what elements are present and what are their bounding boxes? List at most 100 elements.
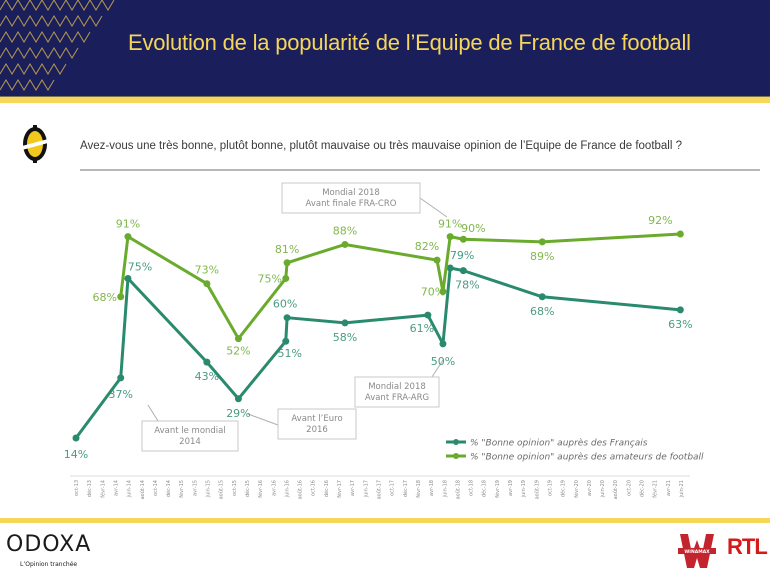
data-point	[341, 240, 349, 248]
x-tick-label: août-15	[218, 480, 225, 499]
header-banner: Evolution de la popularité de l’Equipe d…	[0, 0, 770, 96]
odoxa-logo: ODOXA	[6, 532, 92, 557]
chevron-pattern-decoration	[0, 0, 115, 91]
data-point	[117, 374, 125, 382]
x-tick-label: févr-21	[652, 480, 659, 498]
x-tick-label: févr-15	[178, 480, 185, 498]
data-label: 92%	[648, 214, 672, 227]
x-tick-label: avr-15	[192, 480, 198, 496]
annotation-text: 2014	[179, 437, 201, 447]
annotation-leader-line	[147, 404, 159, 422]
x-tick-label: oct-19	[547, 480, 553, 496]
x-tick-label: juin-14	[127, 480, 133, 498]
data-label: 29%	[226, 407, 250, 420]
question-underline	[80, 169, 760, 171]
x-tick-label: août-20	[612, 480, 619, 499]
data-point	[124, 233, 132, 241]
data-label: 61%	[410, 322, 434, 335]
legend-swatch-marker	[453, 439, 459, 445]
x-tick-label: déc-19	[560, 480, 567, 497]
data-label: 51%	[278, 347, 302, 360]
x-tick-label: juin-15	[206, 480, 212, 498]
x-tick-label: juin-20	[600, 480, 606, 498]
annotation-leader-line	[247, 413, 279, 426]
x-tick-label: févr-16	[257, 480, 264, 498]
data-point	[459, 235, 467, 243]
x-tick-label: avr-16	[271, 480, 277, 496]
legend-label: % "Bonne opinion" auprès des Français	[470, 438, 648, 449]
x-tick-label: juin-21	[679, 480, 685, 498]
x-tick-label: août-16	[297, 480, 304, 499]
x-tick-label: juin-18	[442, 480, 448, 498]
data-label: 79%	[450, 249, 474, 262]
footer-accent-stripe	[0, 518, 770, 523]
annotation-box-mondial-2018-cro	[281, 182, 421, 214]
odoxa-tagline: L’Opinion tranchée	[20, 561, 78, 568]
data-label: 91%	[116, 218, 140, 231]
x-tick-label: avr-18	[429, 480, 435, 496]
data-label: 78%	[455, 279, 479, 292]
series-line-francais	[74, 266, 681, 439]
data-point	[282, 274, 290, 282]
data-label: 68%	[530, 305, 554, 318]
winamax-text: WINAMAX	[684, 549, 710, 555]
annotation-text: 2016	[306, 425, 328, 435]
x-tick-label: oct-18	[469, 480, 475, 496]
x-tick-label: juin-16	[284, 480, 290, 498]
x-tick-label: juin-19	[521, 480, 527, 498]
annotation-text: Avant l’Euro	[291, 414, 342, 424]
data-point	[282, 337, 290, 345]
data-point	[676, 230, 684, 238]
x-tick-label: avr-17	[350, 480, 356, 496]
data-point	[538, 238, 546, 246]
x-tick-label: oct-20	[626, 480, 632, 496]
x-tick-label: avr-20	[587, 480, 593, 496]
data-point	[124, 274, 132, 282]
legend-swatch-marker	[453, 453, 459, 459]
annotation-text: Mondial 2018	[322, 188, 380, 198]
annotation-text: Avant le mondial	[154, 426, 225, 436]
x-tick-label: août-17	[376, 480, 383, 499]
data-label: 63%	[668, 318, 692, 331]
rtl-logo: RTL	[727, 534, 768, 559]
data-point	[424, 311, 432, 319]
data-point	[446, 264, 454, 272]
data-label: 52%	[226, 345, 250, 358]
data-point	[283, 314, 291, 322]
data-point	[234, 395, 242, 403]
x-tick-label: oct-13	[74, 480, 80, 496]
x-tick-label: déc-18	[481, 480, 488, 497]
data-label: 75%	[128, 260, 152, 273]
x-axis-ticks: oct-13 déc-13 févr-14 avr-14 juin-14 août-14 o…	[74, 480, 685, 499]
annotation-leader-line	[419, 197, 448, 218]
chart-legend: % "Bonne opinion" auprès des Français % "…	[446, 438, 704, 463]
x-tick-label: févr-18	[415, 480, 422, 498]
annotation-text: Mondial 2018	[368, 382, 426, 392]
data-label: 82%	[415, 240, 439, 253]
annotation-box-mondial-2014	[141, 420, 239, 452]
x-tick-label: févr-14	[99, 480, 106, 498]
x-tick-label: août-14	[139, 480, 146, 499]
data-point	[538, 293, 546, 301]
x-tick-label: avr-19	[508, 480, 514, 496]
data-point	[341, 319, 349, 327]
data-label: 90%	[461, 222, 485, 235]
header-accent-stripe	[0, 97, 770, 103]
data-label: 70%	[421, 286, 445, 299]
x-tick-label: déc-17	[402, 480, 409, 497]
page-title: Evolution de la popularité de l’Equipe d…	[128, 30, 691, 55]
x-tick-label: avr-21	[666, 480, 672, 496]
winamax-logo: WINAMAX	[678, 534, 716, 568]
data-label: 73%	[195, 264, 219, 277]
survey-question: Avez-vous une très bonne, plutôt bonne, …	[80, 140, 683, 152]
data-point	[439, 340, 447, 348]
x-tick-label: déc-15	[244, 480, 251, 497]
x-tick-label: oct-15	[232, 480, 238, 496]
data-label: 68%	[92, 291, 116, 304]
x-tick-label: févr-20	[573, 480, 580, 498]
data-label: 81%	[275, 243, 299, 256]
data-point	[72, 434, 80, 442]
data-point	[203, 358, 211, 366]
annotation-leader-line	[431, 359, 444, 378]
